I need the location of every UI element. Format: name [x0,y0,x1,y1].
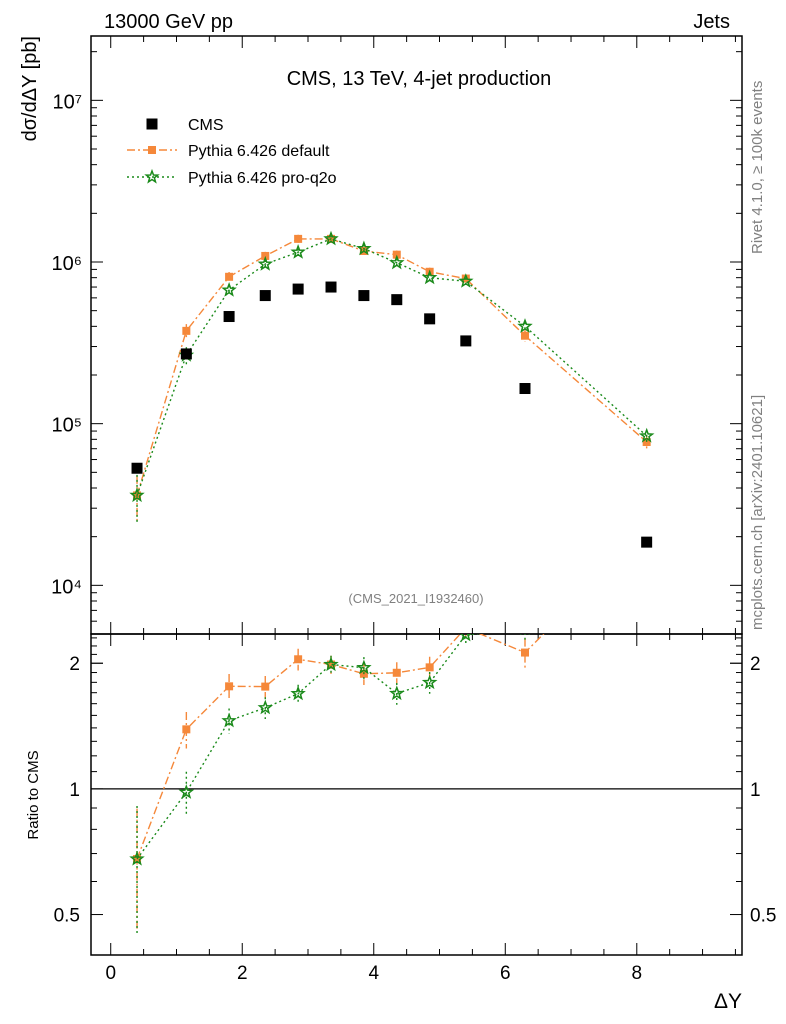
default-ratio-point [521,648,529,657]
proq2o-ratio-point [221,712,237,728]
default-ratio-point [425,663,434,672]
cms-point [424,313,436,325]
rivet-label: Rivet 4.1.0, ≥ 100k events [749,81,766,254]
x-tick-label: 8 [631,963,642,984]
proq2o-point [290,244,306,259]
cms-point [641,536,653,548]
proq2o-ratio-point [257,699,274,715]
ratio-y-axis-label: Ratio to CMS [25,750,42,839]
chart-title: CMS, 13 TeV, 4-jet production [287,68,552,90]
legend-label: Pythia 6.426 default [188,143,330,160]
default-ratio-line [136,634,545,860]
axis-ticks [91,36,742,956]
default-line [136,238,648,496]
header-left-label: 13000 GeV pp [104,11,233,33]
proq2o-ratio-point [323,656,339,672]
proq2o-ratio-point [178,784,195,799]
proq2o-line [136,238,648,496]
ratio-plot-marks [91,509,742,935]
default-ratio-point [392,668,401,677]
default-ratio-point [225,682,234,691]
legend: CMS Pythia 6.426 default Pythia 6.426 pro-… [127,117,337,187]
proq2o-ratio-point [389,685,405,701]
proq2o-point [323,230,339,246]
legend-cms-marker [146,118,158,130]
proq2o-point [221,281,237,297]
default-point [261,251,270,260]
legend-label: CMS [188,117,224,134]
ratio-tick-label-right: 0.5 [750,906,776,927]
cms-point [325,281,337,293]
cms-point [223,311,235,323]
proq2o-ratio-line [136,634,481,860]
ratio-tick-label-left: 2 [69,654,80,675]
cms-point [391,294,403,306]
default-ratio-point [327,660,336,669]
source-label: mcplots.cern.ch [arXiv:2401.10621] [749,395,766,630]
y-axis-label: dσ/dΔY [pb] [19,36,41,141]
default-ratio-point [294,655,303,664]
proq2o-ratio-point [460,634,472,642]
ratio-plot-frame [90,633,743,956]
proq2o-point [389,254,405,270]
proq2o-ratio-point [129,850,145,866]
x-tick-label: 0 [105,963,116,984]
x-tick-label: 4 [368,963,379,984]
x-axis-label: ΔY [714,990,742,1013]
analysis-tag: (CMS_2021_I1932460) [348,591,483,606]
y-tick-label: 10⁵ [51,415,82,437]
axis-tick-labels: 0 2 4 6 8 10⁴ 10⁵ 10⁶ 10⁷ 0.5 0.5 1 1 2 2 [51,91,776,984]
ratio-tick-label-left: 0.5 [54,906,80,927]
y-tick-label: 10⁷ [53,91,82,113]
x-tick-label: 6 [500,963,511,984]
proq2o-point [421,269,438,285]
default-ratio-point [261,682,270,691]
proq2o-ratio-point [356,659,372,675]
default-ratio-point [643,526,651,534]
proq2o-ratio-point [421,674,438,690]
proq2o-point [458,273,474,288]
default-ratio-point [182,725,191,734]
default-ratio-point [462,624,470,632]
default-point [642,438,651,447]
proq2o-ratio-point [290,685,306,701]
y-tick-label: 10⁴ [51,576,82,598]
main-plot-marks [129,230,655,548]
ratio-tick-label-right: 2 [750,654,761,675]
default-point [182,326,191,335]
proq2o-point [517,318,533,333]
legend-proq2o-marker [144,168,160,184]
proq2o-point [257,255,274,271]
cms-point [358,290,370,302]
proq2o-ratio-point [641,509,653,520]
cms-point [131,462,143,474]
default-point [225,272,234,281]
default-point [521,331,529,340]
header-right-label: Jets [693,11,730,33]
legend-label: Pythia 6.426 pro-q2o [188,170,337,187]
cms-point [259,290,271,302]
default-point [294,234,303,243]
cms-point [292,283,304,295]
ratio-tick-label-left: 1 [69,780,80,801]
cms-point [180,348,192,360]
y-tick-label: 10⁶ [52,253,82,275]
legend-default-marker [148,146,156,154]
proq2o-ratio-point [520,634,530,635]
cms-point [460,335,472,347]
proq2o-point [356,240,372,256]
cms-point [519,383,531,395]
proq2o-point [638,427,655,443]
ratio-tick-label-right: 1 [750,780,761,801]
x-tick-label: 2 [237,963,248,984]
proq2o-point [129,487,145,503]
